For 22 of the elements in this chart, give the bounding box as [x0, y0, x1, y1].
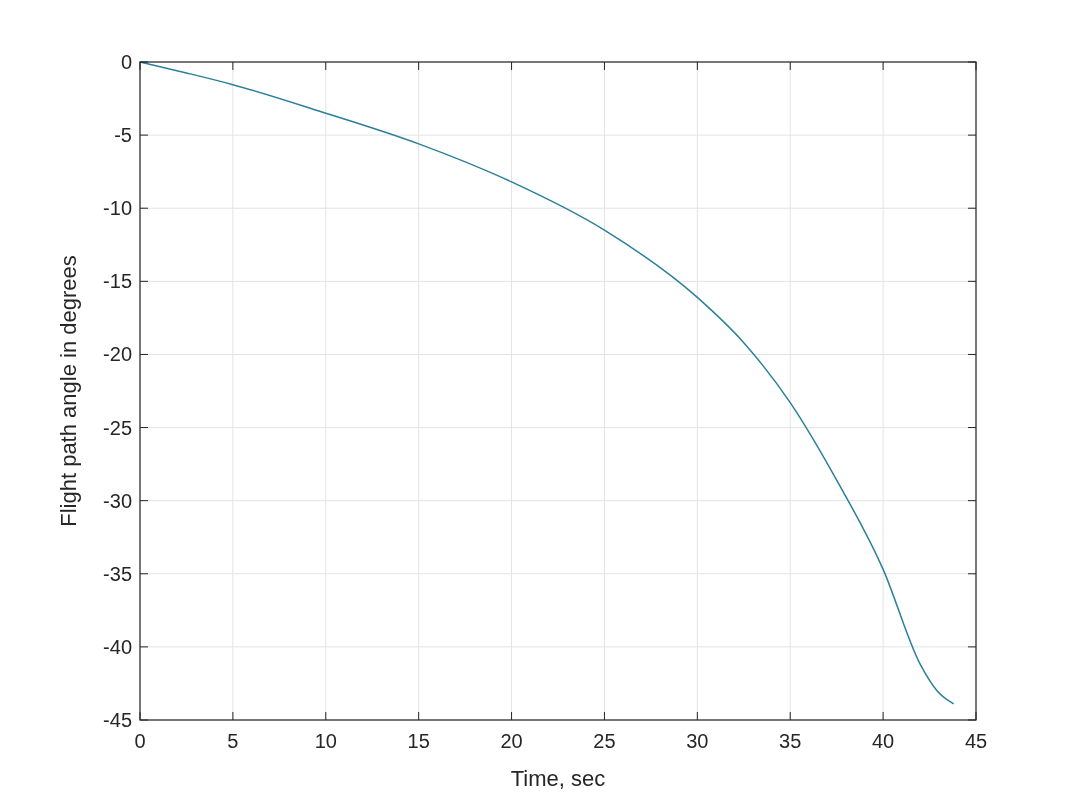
- x-tick-label: 10: [314, 730, 337, 752]
- x-tick-label: 20: [500, 730, 523, 752]
- y-tick-label: -20: [103, 343, 132, 366]
- x-tick-label: 0: [134, 730, 146, 752]
- x-tick-label: 5: [227, 730, 239, 752]
- x-tick-label: 30: [686, 730, 709, 752]
- y-tick-label: 0: [120, 51, 132, 73]
- y-tick-label: -30: [103, 489, 132, 512]
- y-tick-label: -10: [103, 197, 132, 220]
- x-axis-title: Time, sec: [510, 766, 606, 791]
- x-tick-label: 25: [593, 730, 616, 752]
- y-tick-label: -15: [103, 270, 132, 293]
- x-tick-label: 15: [407, 730, 430, 752]
- y-tick-label: -45: [103, 709, 132, 731]
- y-tick-label: -5: [114, 124, 132, 147]
- y-axis-title: Flight path angle in degrees: [56, 255, 81, 527]
- x-tick-label: 45: [964, 730, 988, 752]
- x-tick-label: 35: [779, 730, 802, 752]
- y-tick-label: -40: [103, 635, 132, 658]
- y-tick-label: -25: [103, 416, 132, 439]
- x-tick-label: 40: [871, 730, 895, 752]
- y-tick-label: -35: [103, 562, 132, 585]
